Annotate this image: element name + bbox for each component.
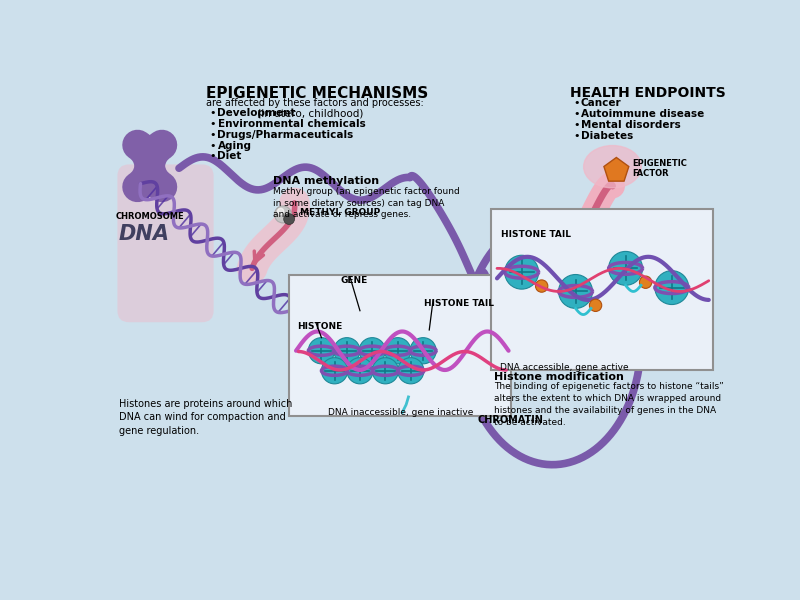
Text: GENE: GENE — [341, 276, 368, 285]
Polygon shape — [604, 157, 629, 181]
Circle shape — [334, 338, 360, 364]
Text: CHROMATIN: CHROMATIN — [477, 415, 543, 425]
Circle shape — [347, 358, 373, 384]
Text: Cancer: Cancer — [581, 98, 622, 108]
FancyBboxPatch shape — [118, 164, 214, 322]
Text: DNA methylation: DNA methylation — [273, 176, 379, 186]
Text: Drugs/Pharmaceuticals: Drugs/Pharmaceuticals — [218, 130, 354, 140]
Text: Histones are proteins around which
DNA can wind for compaction and
gene regulati: Histones are proteins around which DNA c… — [119, 399, 292, 436]
Circle shape — [278, 208, 284, 214]
Text: DNA accessible, gene active: DNA accessible, gene active — [500, 363, 628, 372]
Text: •: • — [574, 131, 580, 140]
Text: •: • — [210, 140, 216, 151]
Text: •: • — [210, 108, 216, 118]
Circle shape — [284, 214, 294, 224]
Text: HISTONE TAIL: HISTONE TAIL — [501, 230, 571, 239]
Text: DNA inaccessible, gene inactive: DNA inaccessible, gene inactive — [328, 409, 474, 418]
Circle shape — [322, 358, 348, 384]
Text: EPIGENETIC
FACTOR: EPIGENETIC FACTOR — [633, 158, 687, 178]
Text: •: • — [210, 130, 216, 140]
Circle shape — [609, 251, 642, 285]
Text: METHYL GROUP: METHYL GROUP — [300, 208, 380, 217]
Text: Autoimmune disease: Autoimmune disease — [581, 109, 704, 119]
Circle shape — [144, 161, 155, 172]
Text: Development: Development — [218, 108, 296, 118]
Circle shape — [308, 338, 334, 364]
Text: The binding of epigenetic factors to histone “tails”
alters the extent to which : The binding of epigenetic factors to his… — [494, 382, 724, 427]
Text: HISTONE TAIL: HISTONE TAIL — [424, 299, 494, 308]
Text: CHROMOSOME: CHROMOSOME — [115, 212, 184, 221]
Circle shape — [410, 338, 436, 364]
Text: (in utero, childhood): (in utero, childhood) — [254, 108, 364, 118]
FancyBboxPatch shape — [491, 209, 713, 370]
Text: Environmental chemicals: Environmental chemicals — [218, 119, 366, 129]
Circle shape — [359, 338, 386, 364]
FancyBboxPatch shape — [290, 275, 511, 416]
Text: •: • — [210, 151, 216, 161]
Circle shape — [590, 299, 602, 311]
Circle shape — [655, 271, 689, 305]
Text: Histone modification: Histone modification — [494, 372, 624, 382]
Circle shape — [372, 358, 398, 384]
Text: •: • — [574, 109, 580, 119]
Text: •: • — [210, 119, 216, 129]
Text: EPIGENETIC MECHANISMS: EPIGENETIC MECHANISMS — [206, 86, 428, 101]
Text: HISTONE: HISTONE — [297, 322, 342, 331]
Text: DNA: DNA — [119, 224, 170, 244]
Text: Aging: Aging — [218, 140, 251, 151]
Ellipse shape — [584, 146, 642, 188]
Text: Methyl group (an epigenetic factor found
in some dietary sources) can tag DNA
an: Methyl group (an epigenetic factor found… — [273, 187, 460, 220]
Text: •: • — [574, 98, 580, 108]
Text: HEALTH ENDPOINTS: HEALTH ENDPOINTS — [570, 86, 726, 100]
Circle shape — [385, 338, 410, 364]
Circle shape — [274, 206, 291, 223]
Circle shape — [535, 280, 548, 292]
Text: Diabetes: Diabetes — [581, 131, 633, 140]
Text: are affected by these factors and processes:: are affected by these factors and proces… — [206, 98, 424, 108]
Circle shape — [398, 358, 424, 384]
Text: Diet: Diet — [218, 151, 242, 161]
Circle shape — [558, 275, 593, 308]
Circle shape — [505, 255, 538, 289]
Text: Mental disorders: Mental disorders — [581, 120, 681, 130]
Circle shape — [639, 276, 652, 289]
Text: •: • — [574, 120, 580, 130]
